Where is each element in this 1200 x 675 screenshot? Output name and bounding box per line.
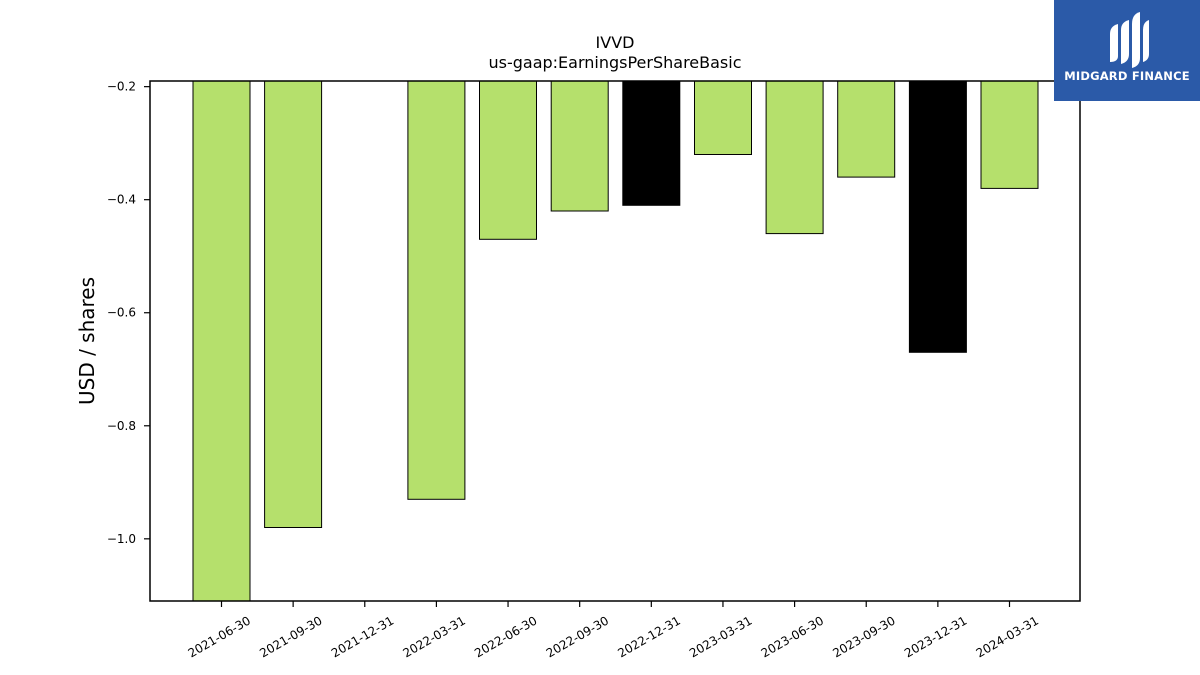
x-tick-label: 2023-06-30	[759, 613, 826, 660]
bar-2023-06-30	[765, 80, 824, 235]
y-tick-label: −1.0	[107, 532, 136, 546]
bar-2022-06-30	[479, 80, 537, 240]
bar-2024-03-31	[980, 80, 1039, 189]
y-tick-label: −0.2	[107, 80, 136, 94]
x-tick-label: 2022-03-31	[401, 613, 468, 660]
bar-2021-09-30	[264, 80, 323, 528]
x-tick-label: 2023-12-31	[902, 613, 969, 660]
x-tick-label: 2021-09-30	[257, 613, 324, 660]
x-tick-label: 2022-09-30	[544, 613, 611, 660]
bar-2022-09-30	[550, 80, 609, 212]
midgard-logo-icon	[1110, 12, 1149, 68]
y-tick-label: −0.6	[107, 306, 136, 320]
x-tick-label: 2022-12-31	[615, 613, 682, 660]
x-tick-label: 2021-12-31	[329, 613, 396, 660]
bar-2023-12-31	[908, 80, 967, 353]
y-axis-label: USD / shares	[75, 277, 99, 405]
x-tick-label: 2023-03-31	[687, 613, 754, 660]
x-axis: 2021-06-30 2021-09-30 2021-12-31 2022-03-31…	[186, 601, 1041, 660]
brand-logo: MIDGARD FINANCE	[1054, 0, 1200, 101]
x-tick-label: 2024-03-31	[974, 613, 1041, 660]
bars-group	[192, 80, 1039, 602]
y-tick-label: −0.8	[107, 419, 136, 433]
bar-2021-06-30	[192, 80, 251, 602]
chart-title: IVVD	[596, 33, 635, 52]
y-axis: −0.2 −0.4 −0.6 −0.8 −1.0	[107, 80, 150, 546]
chart-subtitle: us-gaap:EarningsPerShareBasic	[488, 53, 741, 72]
x-tick-label: 2023-09-30	[830, 613, 897, 660]
bar-2023-03-31	[694, 80, 752, 155]
plot-frame	[149, 80, 1081, 602]
bar-2023-09-30	[837, 80, 896, 178]
x-tick-label: 2021-06-30	[186, 613, 253, 660]
brand-name: MIDGARD FINANCE	[1064, 69, 1190, 83]
bar-2022-03-31	[407, 80, 466, 500]
y-tick-label: −0.4	[107, 193, 136, 207]
x-tick-label: 2022-06-30	[472, 613, 539, 660]
bar-2022-12-31	[622, 80, 681, 206]
